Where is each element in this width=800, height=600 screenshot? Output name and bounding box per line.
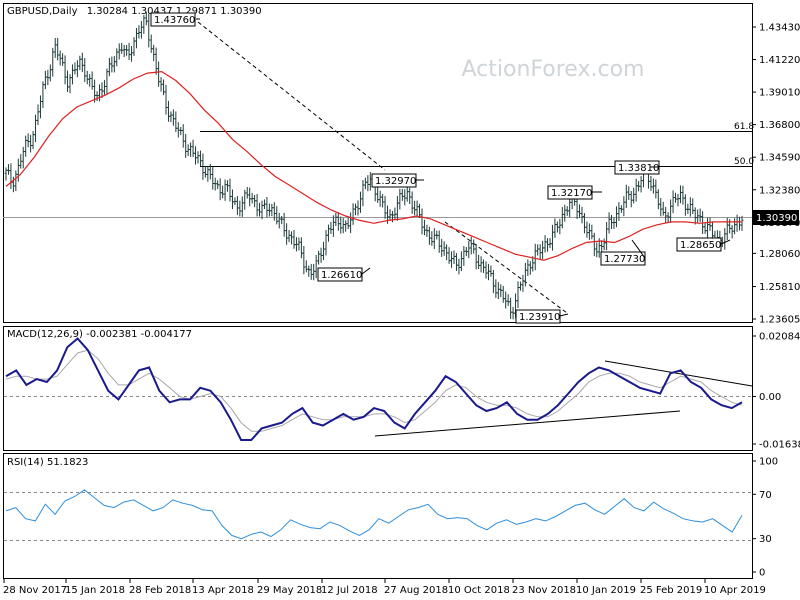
- price-label: 1.43760: [150, 12, 196, 27]
- current-price-value: 1.30390: [756, 213, 797, 224]
- macd-title: MACD(12,26,9) -0.002381 -0.004177: [7, 329, 192, 340]
- macd-tick-label: -0.016389: [759, 440, 800, 451]
- price-label: 1.27730: [600, 251, 646, 266]
- price-label: 1.28650: [676, 237, 722, 252]
- price-label: 1.33810: [614, 160, 660, 175]
- time-tick-label: 10 Oct 2018: [448, 585, 510, 596]
- macd-resistance-line: [604, 360, 753, 387]
- label-leader: [559, 313, 569, 317]
- label-leader: [631, 239, 646, 259]
- candle: [740, 215, 744, 231]
- price-tick-label: 1.23605: [759, 315, 800, 326]
- price-tick-label: 1.25810: [759, 282, 800, 293]
- svg-text:1.33810: 1.33810: [618, 163, 659, 174]
- rsi-tick-label: 100: [759, 457, 778, 468]
- rsi-tick-label: 30: [759, 534, 772, 545]
- price-axis: 1.43430 1.41220 1.39010 1.36800 1.34590 1.323…: [752, 23, 800, 326]
- price-tick-label: 1.41220: [759, 55, 800, 66]
- current-price-tag: [753, 210, 799, 225]
- rsi-line: [5, 489, 743, 540]
- svg-text:1.43760: 1.43760: [154, 15, 195, 26]
- rsi-panel-frame: [3, 453, 753, 579]
- time-tick-label: 12 Jul 2018: [321, 585, 378, 596]
- price-tick-label: 1.28060: [759, 249, 800, 260]
- time-tick-label: 27 Aug 2018: [384, 585, 448, 596]
- price-title: GBPUSD,Daily 1.30284 1.30437 1.29871 1.3…: [7, 6, 262, 17]
- time-tick-label: 15 Jan 2018: [65, 585, 125, 596]
- symbol-timeframe: GBPUSD,Daily: [7, 6, 78, 17]
- svg-text:1.27730: 1.27730: [604, 254, 645, 265]
- fib-61-label: 61.8: [734, 122, 754, 132]
- rsi-tick-label: 0: [759, 568, 765, 579]
- trendline-dashed-2: [444, 221, 568, 314]
- time-tick-label: 29 May 2018: [257, 585, 322, 596]
- ohlc-values: 1.30284 1.30437 1.29871 1.30390: [87, 6, 262, 17]
- macd-support-line: [374, 410, 681, 437]
- price-label: 1.23910: [515, 309, 561, 324]
- price-label: 1.32170: [547, 185, 593, 200]
- rsi-axis: 100 70 30 0: [752, 457, 778, 579]
- macd-line: [5, 337, 743, 441]
- time-tick-label: 10 Jan 2019: [576, 585, 636, 596]
- price-tick-label: 1.34590: [759, 153, 800, 164]
- watermark: ActionForex.com: [462, 57, 645, 82]
- moving-average-line: [5, 70, 742, 261]
- time-tick-label: 28 Nov 2017: [3, 585, 67, 596]
- rsi-title: RSI(14) 51.1823: [7, 457, 88, 468]
- macd-tick-label: 0.020848: [759, 332, 800, 343]
- svg-text:1.32170: 1.32170: [551, 188, 592, 199]
- price-tick-label: 1.36800: [759, 120, 800, 131]
- price-tick-label: 1.39010: [759, 88, 800, 99]
- price-label: 1.26610: [317, 267, 363, 282]
- label-leader: [361, 267, 371, 275]
- rsi-tick-label: 70: [759, 490, 772, 501]
- price-tick-label: 1.43430: [759, 23, 800, 34]
- svg-text:1.23910: 1.23910: [519, 312, 560, 323]
- macd-panel-frame: [3, 326, 753, 451]
- trendline-dashed-1: [197, 21, 386, 171]
- svg-text:1.28650: 1.28650: [680, 240, 721, 251]
- svg-text:1.26610: 1.26610: [321, 270, 362, 281]
- price-label: 1.32970: [371, 173, 417, 188]
- price-tick-label: 1.32380: [759, 185, 800, 196]
- fib-50-label: 50.0: [734, 157, 754, 167]
- time-tick-label: 25 Feb 2019: [640, 585, 702, 596]
- time-tick-label: 13 Apr 2018: [192, 585, 254, 596]
- macd-tick-label: 0.00: [759, 392, 781, 403]
- macd-axis: 0.020848 0.00 -0.016389: [752, 332, 800, 451]
- svg-text:1.32970: 1.32970: [375, 176, 416, 187]
- time-tick-label: 23 Nov 2018: [512, 585, 576, 596]
- label-leader: [720, 239, 731, 245]
- price-labels: 1.43760 1.32970 1.26610 1.23910 1.32170 1.277…: [150, 12, 731, 324]
- time-tick-label: 10 Apr 2019: [704, 585, 766, 596]
- time-tick-label: 28 Feb 2018: [129, 585, 191, 596]
